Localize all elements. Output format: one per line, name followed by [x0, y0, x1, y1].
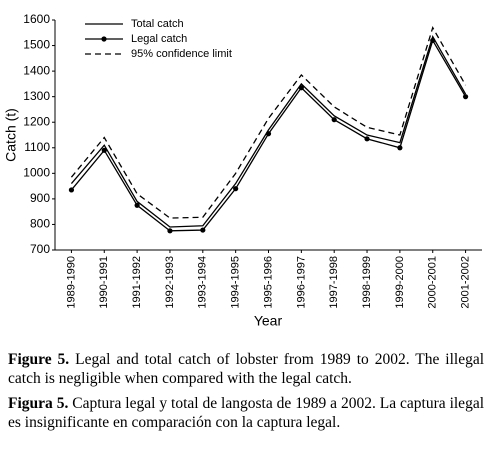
y-tick-label: 800: [30, 217, 50, 231]
y-tick-label: 1200: [23, 114, 50, 128]
caption-text: Captura legal y total de langosta de 198…: [8, 395, 485, 431]
point: [397, 145, 403, 151]
y-tick-label: 1600: [23, 12, 50, 26]
x-tick-label: 1997-1998: [328, 256, 340, 309]
x-tick-label: 1993-1994: [197, 256, 209, 309]
x-tick-label: 1989-1990: [65, 256, 77, 309]
y-tick-label: 700: [30, 242, 50, 256]
point: [134, 202, 140, 208]
y-tick-label: 1400: [23, 63, 50, 77]
x-tick-label: 2001-2002: [459, 256, 471, 309]
x-axis-label: Year: [254, 313, 283, 329]
chart: Catch (t) Year 700 800 900 1000 1100 1200 1300…: [3, 12, 482, 329]
x-tick-label: 1992-1993: [164, 256, 176, 309]
caption-es: Figura 5. Captura legal y total de lango…: [8, 394, 484, 432]
caption-en: Figure 5. Legal and total catch of lobst…: [8, 350, 484, 388]
caption-label: Figure 5.: [8, 351, 70, 368]
point: [462, 94, 469, 100]
legend-marker: [101, 36, 107, 42]
x-tick-label: 1991-1992: [131, 256, 143, 309]
y-tick-label: 1100: [24, 140, 50, 154]
x-tick-label: 1998-1999: [361, 256, 373, 309]
y-tick-label: 1500: [23, 38, 50, 52]
legend-label: 95% confidence limit: [131, 48, 232, 60]
x-tick-label: 1994-1995: [230, 256, 242, 309]
series-line: [70, 34, 467, 228]
x-tick-label: 1999-2000: [394, 256, 406, 309]
point: [167, 228, 173, 234]
point: [364, 136, 370, 142]
point: [265, 131, 272, 137]
legend-label: Legal catch: [131, 33, 187, 45]
x-tick-label: 1990-1991: [98, 256, 110, 309]
caption-text: Legal and total catch of lobster from 19…: [8, 351, 485, 387]
y-tick-label: 1300: [23, 89, 50, 103]
point: [101, 147, 107, 153]
point: [68, 187, 75, 193]
y-axis-label: Catch (t): [3, 108, 19, 162]
point: [200, 227, 206, 233]
x-tick-label: 2000-2001: [427, 256, 439, 309]
x-tick-label: 1996-1997: [295, 256, 307, 309]
point: [430, 37, 436, 44]
point: [233, 186, 239, 192]
y-tick-label: 1000: [23, 166, 50, 180]
legend-label: Total catch: [131, 18, 184, 30]
x-tick-label: 1995-1996: [262, 256, 274, 309]
point: [331, 117, 337, 123]
caption-label: Figura 5.: [8, 395, 69, 412]
y-tick-label: 900: [30, 191, 50, 205]
point: [298, 85, 304, 91]
series-line: [70, 26, 467, 219]
